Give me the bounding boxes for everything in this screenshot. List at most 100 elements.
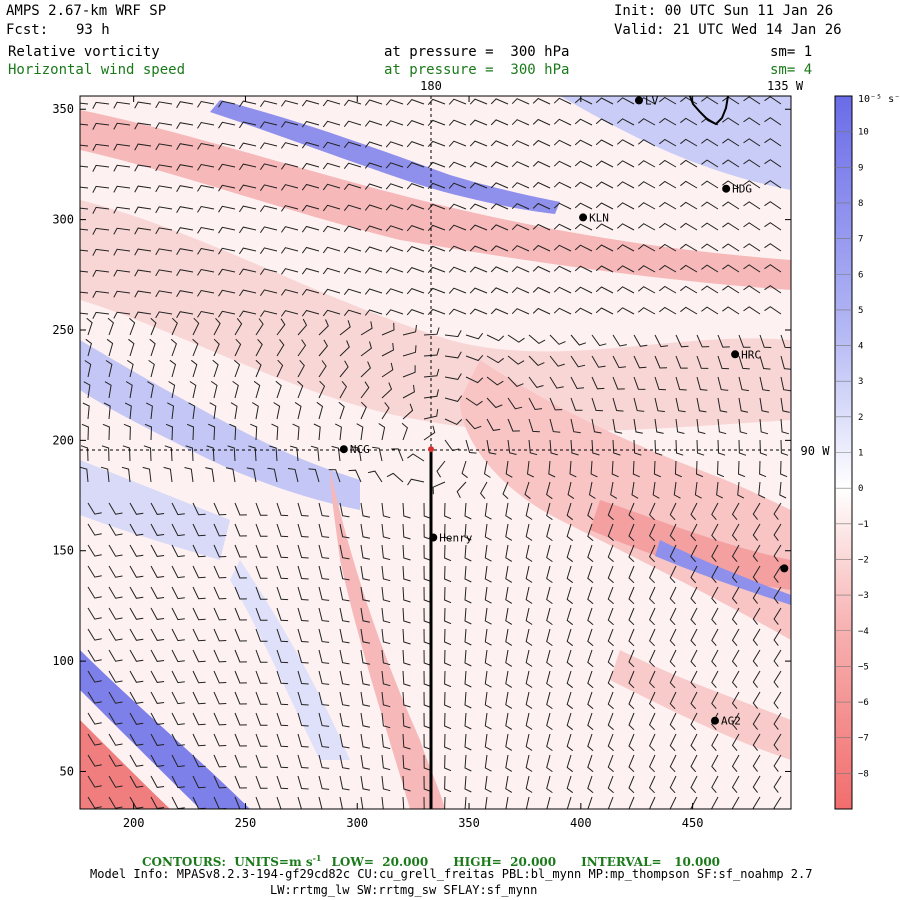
wind-barb: [360, 502, 371, 518]
wind-barb: [197, 142, 215, 150]
y-tick-label: 50: [60, 764, 74, 778]
wind-barb: [444, 373, 462, 380]
wind-barb: [669, 523, 677, 542]
wind-barb: [574, 286, 593, 294]
wind-barb: [171, 544, 185, 558]
wind-barb: [764, 285, 782, 294]
wind-barb: [773, 670, 782, 688]
wind-barb: [637, 265, 656, 273]
wind-barb: [553, 223, 572, 231]
wind-barb: [743, 306, 761, 315]
wind-barb: [587, 670, 594, 689]
wind-barb: [484, 586, 492, 604]
wind-barb: [490, 224, 509, 231]
wind-barb: [484, 754, 492, 772]
colorbar-tick-label: −5: [858, 662, 869, 672]
wind-barb: [301, 267, 320, 275]
wind-barb: [773, 775, 782, 793]
wind-barb: [104, 381, 112, 399]
wind-barb: [549, 439, 558, 456]
wind-barb: [339, 796, 343, 809]
wind-barb: [402, 607, 411, 624]
wind-barb: [607, 628, 614, 647]
wind-barb: [764, 243, 782, 252]
wind-barb: [711, 649, 719, 668]
wind-barb: [490, 119, 509, 126]
wind-barb: [448, 182, 467, 189]
wind-barb: [310, 445, 320, 462]
wind-barb: [566, 670, 574, 689]
wind-barb: [225, 467, 236, 483]
wind-barb: [80, 445, 89, 462]
station-label: KLN: [589, 211, 609, 224]
wind-barb: [711, 796, 719, 809]
wind-barb: [773, 733, 782, 751]
wind-barb: [759, 397, 770, 413]
wind-barb: [448, 161, 467, 168]
wind-barb: [276, 712, 289, 727]
wind-barb: [469, 287, 488, 294]
wind-barb: [773, 544, 782, 562]
wind-barb: [759, 418, 769, 435]
wind-barb: [297, 733, 309, 748]
model-title: AMPS 2.67-km WRF SP: [6, 3, 167, 19]
wind-barb: [101, 445, 110, 462]
wind-barb: [675, 418, 685, 434]
wind-barb: [364, 204, 383, 211]
wind-barb: [218, 268, 236, 276]
wind-barb: [360, 649, 371, 665]
wind-barb: [464, 733, 472, 751]
wind-barb: [123, 423, 131, 441]
wind-barb: [275, 380, 282, 399]
wind-barb: [469, 119, 488, 126]
wind-barb: [234, 607, 247, 621]
wind-barb: [525, 712, 533, 730]
wind-barb: [150, 502, 165, 515]
wind-barb: [238, 226, 257, 234]
wind-barb: [587, 691, 594, 710]
wind-barb: [197, 268, 215, 276]
wind-barb: [628, 670, 635, 689]
contours-info: CONTOURS: UNITS=m s-1 LOW= 20.000 HIGH= 2…: [142, 850, 720, 870]
wind-barb: [122, 445, 131, 462]
wind-barb: [652, 481, 660, 499]
wind-barb: [701, 243, 719, 252]
wind-barb: [607, 691, 614, 710]
wind-barb: [444, 439, 460, 452]
wind-barb: [764, 159, 782, 168]
wind-barb: [773, 523, 782, 541]
wind-barb: [322, 246, 341, 254]
wind-barb: [276, 733, 289, 748]
wind-barb: [402, 365, 416, 378]
wind-barb: [669, 607, 677, 626]
wind-barb: [738, 418, 748, 435]
wind-barb: [129, 733, 144, 746]
wind-barb: [280, 205, 299, 212]
wind-barb: [505, 691, 513, 709]
wind-barb: [553, 286, 572, 294]
wind-barb: [80, 228, 89, 231]
x-tick-label: 400: [570, 816, 592, 830]
wind-barb: [607, 649, 614, 668]
wind-barb: [546, 733, 553, 752]
wind-barb: [464, 502, 472, 520]
wind-barb: [113, 122, 131, 130]
wind-barb: [276, 670, 289, 685]
wind-barb: [680, 96, 698, 105]
wind-barb: [155, 311, 173, 319]
wind-barb: [570, 439, 579, 456]
wind-barb: [549, 397, 563, 411]
wind-barb: [406, 183, 425, 190]
wind-barb: [171, 502, 185, 516]
wind-barb: [197, 310, 215, 318]
wind-barb: [590, 460, 598, 478]
wind-barb: [574, 265, 593, 273]
wind-barb: [297, 544, 309, 559]
wind-barb: [155, 101, 173, 109]
wind-barb: [595, 139, 614, 147]
x-tick-label: 300: [346, 816, 368, 830]
wind-barb: [406, 162, 425, 169]
wind-barb: [318, 649, 330, 664]
wind-barb: [381, 362, 394, 378]
wind-barb: [360, 733, 371, 749]
